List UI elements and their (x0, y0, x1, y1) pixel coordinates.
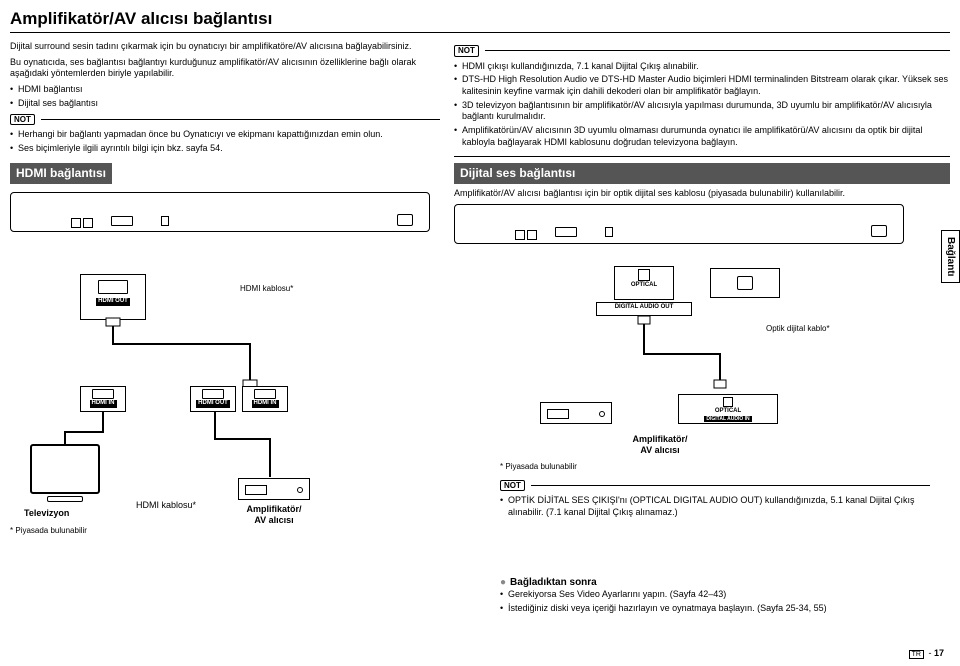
page-number: 17 (934, 648, 944, 658)
digital-audio-in-port: OPTICAL DIGITAL AUDIO IN (678, 394, 778, 424)
hdmi-section-title: HDMI bağlantısı (10, 163, 112, 185)
connection-diagram: HDMI OUT HDMI kablosu* HDMI IN HDMI OUT … (10, 254, 950, 544)
amp-label-left-2: AV alıcısı (236, 515, 312, 527)
page-title: Amplifikatör/AV alıcısı bağlantısı (10, 8, 950, 33)
note-icon: NOT (10, 114, 35, 126)
intro-p2: Bu oynatıcıda, ses bağlantısı bağlantıyı… (10, 57, 440, 80)
amplifier-right-icon (540, 402, 612, 424)
tv-cable-path (10, 384, 190, 474)
amp-left-cable-path (205, 409, 285, 489)
note-header-right: NOT (454, 45, 950, 57)
right-note-3: 3D televizyon bağlantısının bir amplifik… (454, 100, 950, 123)
optical-label: OPTICAL (617, 282, 671, 290)
tv-label: Televizyon (24, 508, 69, 520)
bullet-digital: Dijital ses bağlantısı (10, 98, 440, 110)
bottom-note-block: NOT OPTİK DİJİTAL SES ÇIKIŞI'nı (OPTICAL… (500, 476, 930, 521)
hdmi-in-label-2: HDMI IN (252, 400, 279, 408)
after-connect-block: Bağladıktan sonra Gerekiyorsa Ses Video … (500, 576, 920, 616)
bullet-hdmi: HDMI bağlantısı (10, 84, 440, 96)
hdmi-out-label-2: HDMI OUT (196, 400, 230, 408)
after-bullet-2: İstediğiniz diski veya içeriği hazırlayı… (500, 603, 920, 615)
note-header-left: NOT (10, 114, 440, 126)
digital-audio-in-label: DIGITAL AUDIO IN (704, 416, 751, 423)
left-column: Dijital surround sesin tadını çıkarmak i… (10, 41, 440, 250)
amp-footnote: * Piyasada bulunabilir (500, 462, 577, 472)
left-note-2: Ses biçimleriyle ilgili ayrıntılı bilgi … (10, 143, 440, 155)
page-footer: TR - 17 (909, 648, 944, 660)
amp-label-right-2: AV alıcısı (610, 445, 710, 457)
tv-stand-icon (47, 496, 83, 502)
after-bullet-1: Gerekiyorsa Ses Video Ayarlarını yapın. … (500, 589, 920, 601)
amp-label-left-1: Amplifikatör/ (236, 504, 312, 516)
digital-audio-section-title: Dijital ses bağlantısı (454, 163, 950, 185)
note-icon: NOT (454, 45, 479, 57)
optical-out-port: OPTICAL (614, 266, 674, 300)
player-rear-panel-left (10, 192, 430, 232)
page-code: TR (909, 650, 924, 659)
right-column: NOT HDMI çıkışı kullandığınızda, 7.1 kan… (454, 41, 950, 250)
hdmi-cable-label-2: HDMI kablosu* (136, 500, 196, 512)
bottom-note-1: OPTİK DİJİTAL SES ÇIKIŞI'nı (OPTICAL DIG… (500, 495, 930, 518)
power-port-icon (710, 268, 780, 298)
player-rear-panel-right (454, 204, 904, 244)
digital-audio-p1: Amplifikatör/AV alıcısı bağlantısı için … (454, 188, 950, 200)
right-note-2: DTS-HD High Resolution Audio ve DTS-HD M… (454, 74, 950, 97)
right-note-1: HDMI çıkışı kullandığınızda, 7.1 kanal D… (454, 61, 950, 73)
right-note-4: Amplifikatörün/AV alıcısının 3D uyumlu o… (454, 125, 950, 148)
intro-p1: Dijital surround sesin tadını çıkarmak i… (10, 41, 440, 53)
optical-in-label: OPTICAL (681, 408, 775, 416)
left-note-1: Herhangi bir bağlantı yapmadan önce bu O… (10, 129, 440, 141)
after-connect-title: Bağladıktan sonra (500, 576, 920, 589)
amp-label-right-1: Amplifikatör/ (610, 434, 710, 446)
tv-footnote: * Piyasada bulunabilir (10, 526, 87, 536)
note-icon: NOT (500, 480, 525, 492)
